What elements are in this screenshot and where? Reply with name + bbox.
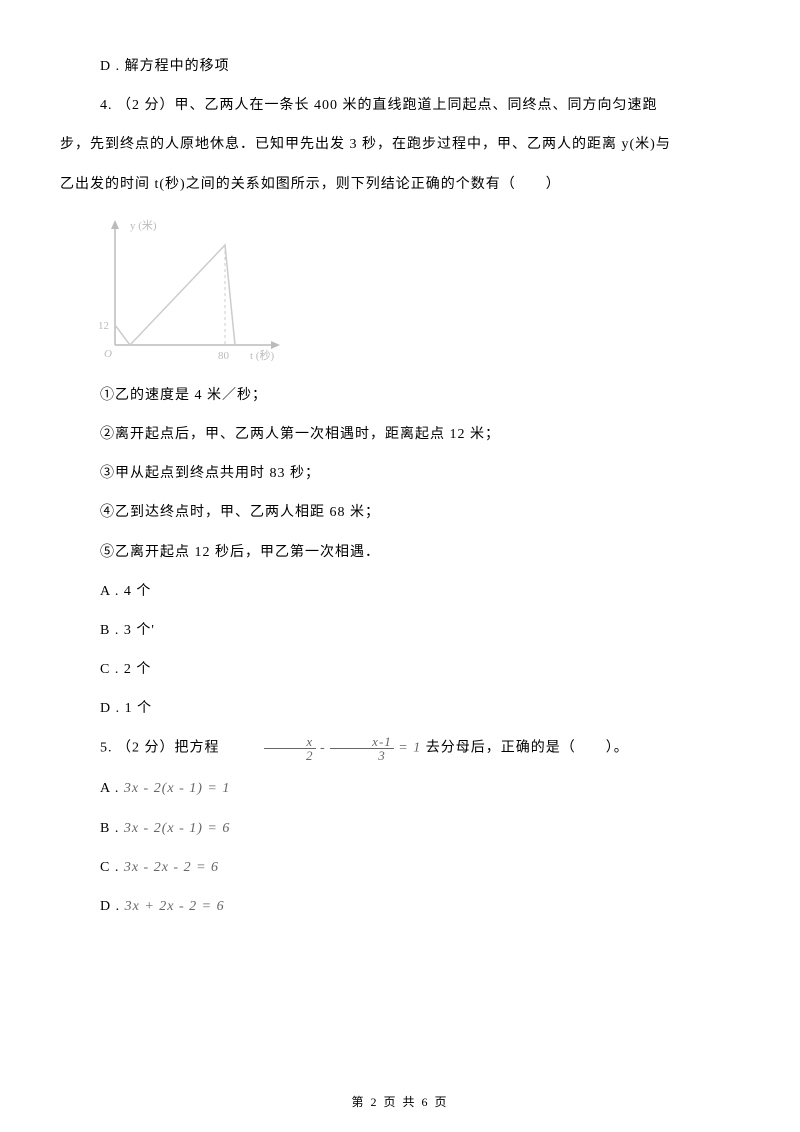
q4-text1: 甲、乙两人在一条长 400 米的直线跑道上同起点、同终点、同方向匀速跑 (175, 98, 658, 113)
q5-option-c: C . 3x - 2x - 2 = 6 (100, 855, 740, 880)
q4-option-c: C . 2 个 (100, 657, 740, 682)
q4-option-a: A . 4 个 (100, 579, 740, 604)
q5-opt-c-eq: 3x - 2x - 2 = 6 (124, 860, 219, 875)
q5-opt-d-eq: 3x + 2x - 2 = 6 (125, 899, 225, 914)
frac2-num: x-1 (330, 735, 394, 749)
y-tick-12: 12 (98, 320, 109, 332)
q4-sub4: ④乙到达终点时，甲、乙两人相距 68 米； (100, 500, 740, 525)
q5-prefix: 5. （2 分）把方程 (100, 741, 224, 756)
q5-opt-d-pre: D . (100, 899, 125, 914)
q5-option-a: A . 3x - 2(x - 1) = 1 (100, 776, 740, 801)
q4-prefix: 4. （2 分） (100, 98, 175, 113)
y-axis-label: y (米) (130, 219, 157, 232)
q4-graph: y (米) 12 O 80 t (秒) (90, 215, 290, 365)
q4-sub3: ③甲从起点到终点共用时 83 秒； (100, 461, 740, 486)
q5-opt-c-pre: C . (100, 860, 124, 875)
frac2-den: 3 (330, 749, 394, 762)
frac1-den: 2 (264, 749, 316, 762)
q5-opt-b-eq: 3x - 2(x - 1) = 6 (124, 821, 231, 836)
q5-equation: x2 - x-13 = 1 (224, 735, 421, 762)
q5-minus: - (316, 741, 331, 756)
origin-label: O (104, 348, 112, 360)
q4-line2: 步，先到终点的人原地休息．已知甲先出发 3 秒，在跑步过程中，甲、乙两人的距离 … (60, 132, 740, 157)
q4-line1: 4. （2 分）甲、乙两人在一条长 400 米的直线跑道上同起点、同终点、同方向… (60, 93, 740, 118)
q5-opt-b-pre: B . (100, 821, 124, 836)
q5-line: 5. （2 分）把方程 x2 - x-13 = 1 去分母后，正确的是（ ）。 (60, 735, 740, 762)
q5-suffix: 去分母后，正确的是（ ）。 (421, 741, 629, 756)
q5-rhs: = 1 (394, 741, 421, 756)
q4-option-d: D . 1 个 (100, 696, 740, 721)
q4-sub5: ⑤乙离开起点 12 秒后，甲乙第一次相遇． (100, 540, 740, 565)
page-footer: 第 2 页 共 6 页 (60, 1092, 740, 1114)
x-axis-label: t (秒) (250, 348, 274, 362)
q5-option-b: B . 3x - 2(x - 1) = 6 (100, 816, 740, 841)
q4-sub2: ②离开起点后，甲、乙两人第一次相遇时，距离起点 12 米； (100, 422, 740, 447)
q5-opt-a-pre: A . (100, 781, 124, 796)
q5-option-d: D . 3x + 2x - 2 = 6 (100, 894, 740, 919)
q4-line3: 乙出发的时间 t(秒)之间的关系如图所示，则下列结论正确的个数有（ ） (60, 172, 740, 197)
q4-sub1: ①乙的速度是 4 米／秒； (100, 383, 740, 408)
x-tick-80: 80 (218, 350, 230, 362)
q4-option-b: B . 3 个' (100, 618, 740, 643)
q5-opt-a-eq: 3x - 2(x - 1) = 1 (124, 781, 231, 796)
q3-option-d: D . 解方程中的移项 (100, 54, 740, 79)
frac1-num: x (264, 735, 316, 749)
